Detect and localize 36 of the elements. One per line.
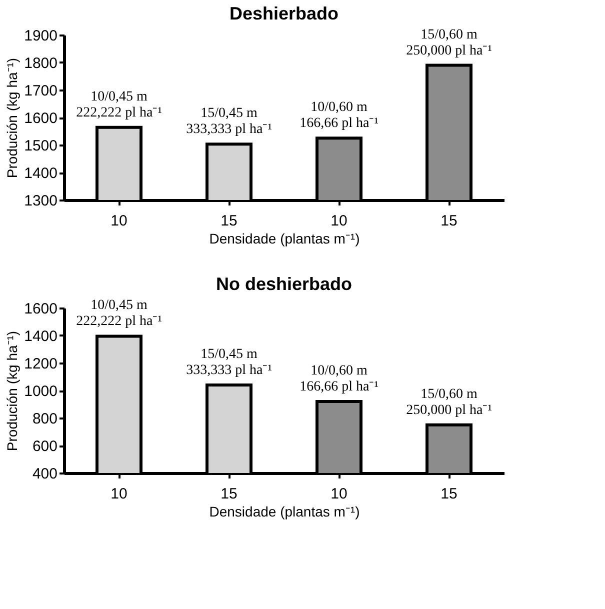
y-tick-label: 400: [32, 466, 58, 482]
y-tick-label: 1400: [24, 328, 58, 345]
annotation: 10/0,45 m 222,222 pl ha⁻¹: [76, 89, 162, 120]
chart-title: Deshierbado: [229, 3, 339, 24]
x-tick-label: 10: [110, 486, 128, 502]
y-tick-label: 1000: [24, 383, 58, 400]
y-tick-label: 1400: [24, 165, 58, 182]
annotation: 10/0,60 m 166,66 pl ha⁻¹: [300, 100, 378, 132]
x-tick-label: 15: [440, 212, 458, 230]
y-tick-label: 1600: [24, 300, 58, 318]
x-tick-label: 10: [110, 212, 128, 230]
x-tick-label: 15: [220, 486, 238, 502]
y-tick-label: 1500: [24, 138, 58, 154]
annotation: 15/0,60 m 250,000 pl ha⁻¹: [406, 386, 492, 418]
y-tick-label: 800: [32, 410, 58, 428]
annotation: 15/0,45 m 333,333 pl ha⁻¹: [186, 106, 272, 138]
x-tick-label: 10: [330, 212, 348, 230]
x-tick-label: 15: [440, 486, 458, 502]
y-axis-title: Produción (kg ha⁻¹): [4, 330, 20, 452]
y-tick-label: 1300: [24, 192, 58, 210]
y-tick-label: 600: [32, 438, 58, 455]
y-tick-label: 1900: [24, 28, 58, 44]
chart-title: No deshierbado: [216, 274, 352, 294]
x-axis-title: Densidade (plantas m⁻¹): [209, 230, 360, 246]
annotation: 15/0,60 m 250,000 pl ha⁻¹: [406, 27, 492, 58]
x-tick-label: 10: [330, 486, 348, 502]
y-tick-label: 1200: [24, 356, 58, 372]
y-axis-title: Produción (kg ha⁻¹): [4, 58, 20, 178]
annotation: 15/0,45 m 333,333 pl ha⁻¹: [186, 347, 272, 378]
x-tick-label: 15: [220, 212, 238, 230]
y-tick-label: 1700: [24, 82, 58, 100]
annotation: 10/0,45 m 222,222 pl ha⁻¹: [76, 298, 162, 330]
y-tick-label: 1600: [24, 110, 58, 127]
x-axis-title: Densidade (plantas m⁻¹): [209, 504, 360, 520]
annotation: 10/0,60 m 166,66 pl ha⁻¹: [300, 364, 378, 394]
y-tick-label: 1800: [24, 55, 58, 72]
